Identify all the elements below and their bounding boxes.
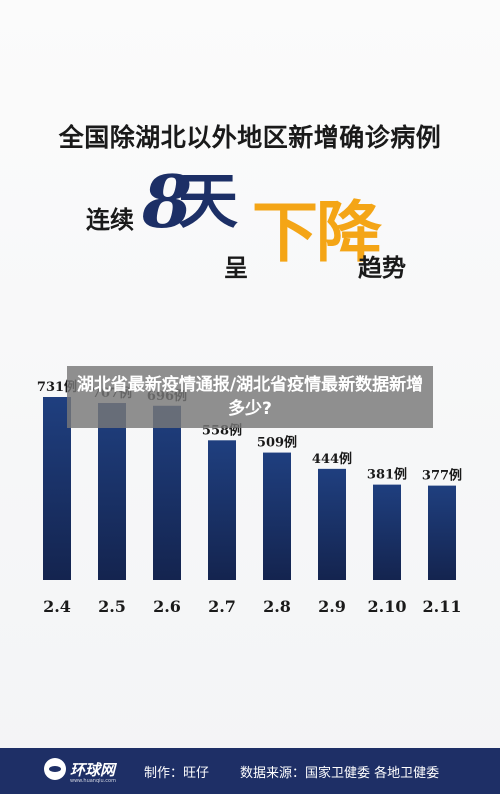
bar-2.8: [263, 452, 291, 580]
bar-2.11: [428, 485, 456, 580]
headline-lianxu: 连续: [86, 206, 134, 234]
x-tick-2.7: 2.7: [208, 597, 236, 616]
x-tick-2.4: 2.4: [43, 597, 71, 616]
bar-2.6: [153, 405, 181, 580]
data-label-2.11: 377例: [422, 468, 462, 484]
bar-2.9: [318, 468, 346, 580]
bar-2.5: [98, 403, 126, 580]
maker-credit: 制作：旺仔: [144, 766, 210, 781]
globe-icon: [44, 758, 66, 780]
bar-2.7: [208, 440, 236, 580]
data-source: 数据来源：国家卫健委 各地卫健委: [240, 766, 440, 781]
chart-title: 全国除湖北以外地区新增确诊病例: [58, 123, 442, 152]
x-tick-2.9: 2.9: [318, 597, 346, 616]
footer-bar: 环球网 www.huanqiu.com 制作：旺仔 数据来源：国家卫健委 各地卫…: [0, 748, 500, 794]
x-tick-2.11: 2.11: [423, 597, 462, 616]
headline-tian: 天: [178, 167, 238, 237]
data-label-2.8: 509例: [257, 435, 297, 451]
data-label-2.9: 444例: [312, 451, 352, 467]
x-tick-2.10: 2.10: [368, 597, 407, 616]
huanqiu-logo: 环球网 www.huanqiu.com: [44, 758, 116, 784]
bar-2.10: [373, 484, 401, 580]
logo-url: www.huanqiu.com: [70, 778, 116, 784]
data-label-2.10: 381例: [367, 467, 407, 483]
headline-days-number: 8: [142, 159, 193, 244]
headline-xiajiang: 下降: [252, 194, 382, 271]
x-tick-2.8: 2.8: [263, 597, 291, 616]
x-tick-2.6: 2.6: [153, 597, 181, 616]
article-title-overlay[interactable]: 湖北省最新疫情通报/湖北省疫情最新数据新增多少?: [67, 366, 433, 428]
x-tick-2.5: 2.5: [98, 597, 126, 616]
headline-qushi: 趋势: [358, 254, 406, 282]
bar-2.4: [43, 397, 71, 580]
logo-text: 环球网: [70, 760, 116, 779]
headline-cheng: 呈: [224, 254, 248, 282]
